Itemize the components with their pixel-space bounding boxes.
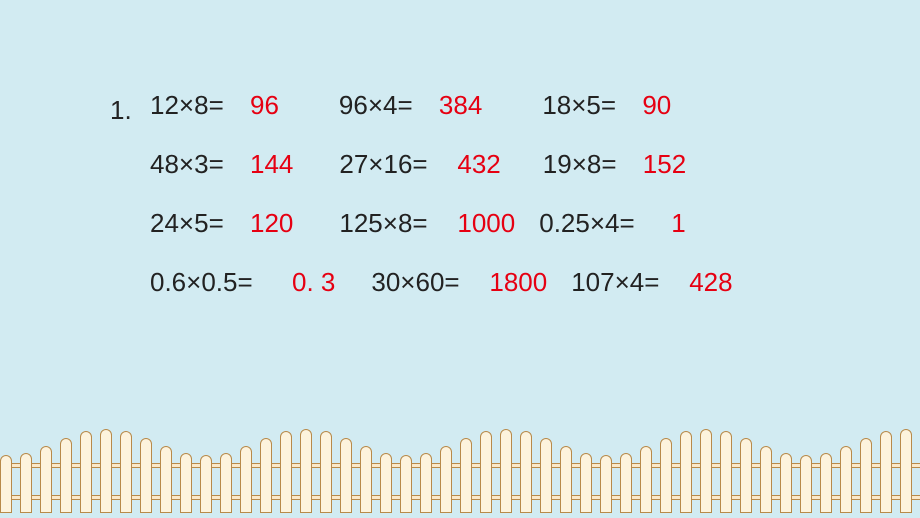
fence-picket [700, 429, 712, 513]
expression: 19×8= [543, 149, 641, 180]
fence-picket [500, 429, 512, 513]
fence-picket [20, 453, 32, 513]
fence-picket [660, 438, 672, 513]
fence-picket [520, 431, 532, 513]
answer: 152 [643, 149, 686, 180]
fence-picket [160, 446, 172, 513]
expression: 18×5= [542, 90, 640, 121]
equation-cell: 12×8=96 [150, 90, 279, 121]
expression: 24×5= [150, 208, 248, 239]
fence-picket [120, 431, 132, 513]
worksheet-content: 1. 12×8=9696×4=38418×5=9048×3=14427×16=4… [150, 90, 860, 326]
fence-picket [600, 455, 612, 513]
fence-picket [260, 438, 272, 513]
fence-picket [820, 453, 832, 513]
equation-cell: 107×4=428 [571, 267, 732, 298]
fence-picket [760, 446, 772, 513]
fence-picket [680, 431, 692, 513]
fence-picket [560, 446, 572, 513]
fence-picket [580, 453, 592, 513]
fence-picket [180, 453, 192, 513]
answer: 1800 [489, 267, 547, 298]
fence-picket [400, 455, 412, 513]
fence-picket [840, 446, 852, 513]
fence-picket [280, 431, 292, 513]
equation-cell: 0.6×0.5=0. 3 [150, 267, 335, 298]
fence-picket [140, 438, 152, 513]
fence-picket [860, 438, 872, 513]
fence-picket [440, 446, 452, 513]
equation-cell: 96×4=384 [339, 90, 482, 121]
expression: 0.25×4= [539, 208, 669, 239]
fence-picket [880, 431, 892, 513]
fence-picket [640, 446, 652, 513]
fence-picket [780, 453, 792, 513]
fence-picket [200, 455, 212, 513]
expression: 48×3= [150, 149, 248, 180]
fence-picket [80, 431, 92, 513]
answer: 384 [439, 90, 482, 121]
fence-picket [460, 438, 472, 513]
fence-picket [800, 455, 812, 513]
equation-cell: 30×60=1800 [371, 267, 547, 298]
row: 24×5=120 125×8=1000 0.25×4=1 [150, 208, 860, 239]
fence-picket [240, 446, 252, 513]
row: 48×3=144 27×16=432 19×8=152 [150, 149, 860, 180]
equation-cell: 27×16=432 [339, 149, 500, 180]
fence-picket [620, 453, 632, 513]
equation-cell: 18×5=90 [542, 90, 671, 121]
fence-picket [420, 453, 432, 513]
fence-picket [540, 438, 552, 513]
answer: 1000 [457, 208, 515, 239]
fence-picket [100, 429, 112, 513]
fence-picket [340, 438, 352, 513]
fence-picket [380, 453, 392, 513]
expression: 27×16= [339, 149, 455, 180]
fence-picket [320, 431, 332, 513]
row: 12×8=96 96×4=384 18×5=90 [150, 90, 860, 121]
expression: 12×8= [150, 90, 248, 121]
fence-picket [40, 446, 52, 513]
answer: 120 [250, 208, 293, 239]
fence-picket [360, 446, 372, 513]
rows-host: 12×8=9696×4=38418×5=9048×3=14427×16=4321… [150, 90, 860, 298]
answer: 428 [689, 267, 732, 298]
answer: 1 [671, 208, 685, 239]
equation-cell: 125×8=1000 [339, 208, 515, 239]
fence-picket [900, 429, 912, 513]
expression: 107×4= [571, 267, 687, 298]
fence-picket [740, 438, 752, 513]
fence-picket [60, 438, 72, 513]
fence-picket [220, 453, 232, 513]
fence-picket [300, 429, 312, 513]
expression: 30×60= [371, 267, 487, 298]
fence-decoration [0, 408, 920, 518]
row: 0.6×0.5=0. 3 30×60=1800 107×4=428 [150, 267, 860, 298]
equation-cell: 24×5=120 [150, 208, 293, 239]
answer: 144 [250, 149, 293, 180]
answer: 432 [457, 149, 500, 180]
answer: 90 [642, 90, 671, 121]
answer: 0. 3 [292, 267, 335, 298]
equation-cell: 0.25×4=1 [539, 208, 685, 239]
fence-picket [0, 455, 12, 513]
equation-cell: 19×8=152 [543, 149, 686, 180]
question-number: 1. [110, 95, 132, 126]
expression: 96×4= [339, 90, 437, 121]
expression: 0.6×0.5= [150, 267, 290, 298]
expression: 125×8= [339, 208, 455, 239]
fence-picket [480, 431, 492, 513]
answer: 96 [250, 90, 279, 121]
fence-picket [720, 431, 732, 513]
equation-cell: 48×3=144 [150, 149, 293, 180]
